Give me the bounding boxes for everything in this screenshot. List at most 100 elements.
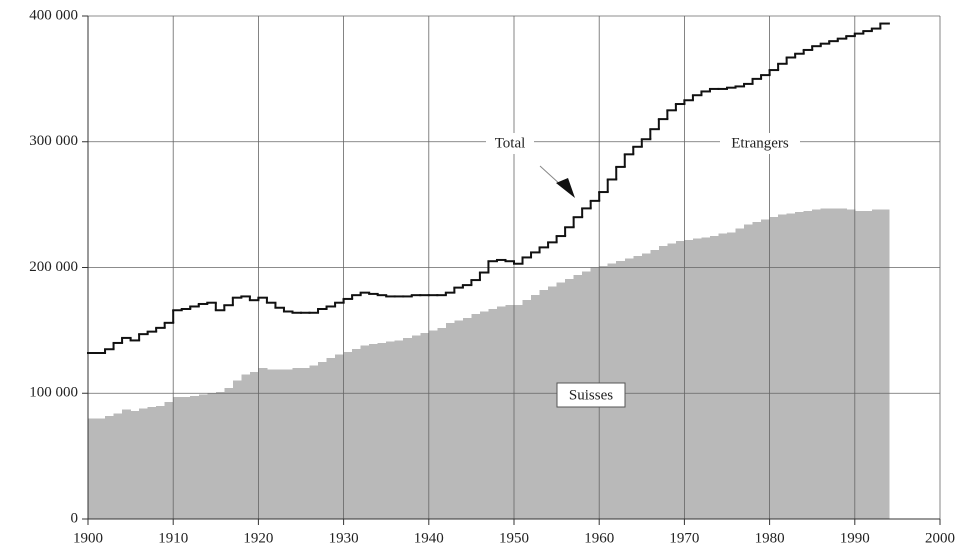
area-step [139,408,149,519]
x-tick-label: 1980 [755,530,785,546]
area-step [113,413,123,519]
area-step [846,209,856,519]
area-step [420,332,430,519]
area-step [96,418,106,519]
area-step [249,371,259,519]
area-step [812,209,822,519]
area-step [641,253,651,520]
x-tick-label: 1940 [414,530,444,546]
area-step [428,330,438,519]
area-step [130,410,140,519]
area-step [735,228,745,519]
x-tick-label: 1910 [158,530,188,546]
area-step [292,368,302,519]
area-step [744,224,754,519]
x-tick-label: 1950 [499,530,529,546]
area-step [190,395,200,519]
area-step [803,210,813,519]
area-step [258,368,268,519]
area-step [531,295,541,519]
suisses-label: Suisses [569,387,613,403]
area-step [692,238,703,519]
area-step [727,232,737,520]
area-step [318,361,328,519]
area-step [283,369,294,519]
area-step [488,308,498,519]
area-step [232,380,242,519]
label-bg [720,133,800,154]
area-step [650,249,660,519]
area-step [335,354,345,519]
label-box [556,382,626,408]
area-step [394,340,404,519]
area-step [701,237,711,519]
etrangers-label: Etrangers [731,135,789,151]
label-bg [486,133,534,154]
area-step [105,415,115,519]
y-tick-label: 400 000 [29,7,78,23]
area-step [164,402,174,519]
area-step [667,243,677,520]
area-step [854,210,864,519]
area-step [326,358,336,519]
area-step [386,341,396,519]
area-step [718,233,728,520]
area-step [624,258,634,519]
area-step [147,407,157,519]
area-step [778,214,788,519]
area-step [863,210,873,519]
area-step [224,388,234,519]
area-step [675,241,685,519]
area-step [522,300,532,519]
area-step [761,219,771,519]
area-step [360,345,370,519]
area-step [829,208,839,519]
area-step [377,342,387,519]
area-step [173,397,183,519]
area-step [752,222,762,520]
area-step [122,409,132,519]
area-step [871,209,881,519]
area-step [352,349,362,519]
area-step [275,369,285,519]
arrow-head [556,178,575,198]
area-step [156,405,166,519]
x-tick-label: 1970 [669,530,699,546]
area-step [241,374,251,519]
area-step [445,322,455,519]
area-step [207,393,217,519]
x-tick-label: 2000 [925,530,955,546]
area-step [658,246,668,519]
area-step [369,344,379,519]
y-tick-label: 100 000 [29,385,78,401]
area-step [496,306,507,519]
area-step [820,208,830,519]
area-step [411,335,421,519]
area-step [514,305,524,519]
area-step [684,239,694,519]
area-step [309,365,319,519]
x-tick-label: 1930 [329,530,359,546]
area-step [198,394,208,519]
area-step [880,209,890,519]
area-step [479,311,490,519]
x-tick-label: 1920 [243,530,273,546]
x-tick-label: 1960 [584,530,614,546]
area-step [539,290,549,519]
area-step [301,368,311,519]
area-step [505,305,515,519]
area-step [709,236,720,519]
area-step [343,351,353,519]
y-tick-label: 0 [71,510,79,526]
x-tick-label: 1900 [73,530,103,546]
area-step [181,397,191,519]
total-label: Total [495,135,526,151]
area-step [462,317,472,519]
area-step [215,391,225,519]
area-step [471,314,481,519]
area-step [633,256,643,519]
area-step [548,286,558,519]
area-step [795,212,805,520]
area-step [88,418,98,519]
